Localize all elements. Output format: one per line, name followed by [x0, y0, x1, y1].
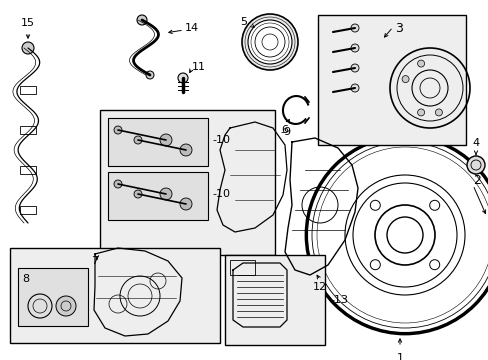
Text: 12: 12	[312, 282, 326, 292]
Bar	[20, 206, 36, 214]
Circle shape	[134, 190, 142, 198]
Text: 2: 2	[472, 174, 480, 186]
Circle shape	[22, 42, 34, 54]
Circle shape	[466, 156, 484, 174]
Text: 4: 4	[471, 138, 479, 148]
Circle shape	[247, 20, 291, 64]
Text: 14: 14	[184, 23, 199, 33]
Text: 7: 7	[91, 256, 99, 266]
Text: -13: -13	[329, 295, 347, 305]
Circle shape	[137, 15, 147, 25]
Circle shape	[350, 24, 358, 32]
Bar	[108, 118, 207, 166]
Circle shape	[417, 60, 424, 67]
Text: 15: 15	[21, 18, 35, 28]
Circle shape	[180, 144, 192, 156]
Bar	[18, 268, 88, 326]
Bar	[108, 172, 207, 220]
Circle shape	[434, 109, 442, 116]
Circle shape	[134, 136, 142, 144]
Circle shape	[114, 126, 122, 134]
Circle shape	[180, 198, 192, 210]
Text: 1: 1	[396, 353, 403, 360]
Circle shape	[417, 109, 424, 116]
Circle shape	[160, 188, 172, 200]
Circle shape	[146, 71, 154, 79]
Bar	[100, 110, 274, 255]
Text: 6: 6	[281, 125, 288, 135]
Text: 5: 5	[240, 17, 246, 27]
Circle shape	[242, 14, 297, 70]
Bar	[10, 248, 220, 343]
Text: -10: -10	[212, 135, 229, 145]
Circle shape	[401, 76, 408, 82]
Text: 11: 11	[192, 62, 205, 72]
Circle shape	[56, 296, 76, 316]
Bar	[20, 86, 36, 94]
Circle shape	[178, 73, 187, 83]
Text: 8: 8	[22, 274, 29, 284]
Circle shape	[350, 64, 358, 72]
Bar	[317, 15, 465, 145]
Circle shape	[350, 84, 358, 92]
Bar	[224, 255, 325, 345]
Text: -9: -9	[280, 127, 290, 137]
Text: 3: 3	[394, 22, 402, 35]
Circle shape	[114, 180, 122, 188]
Text: -10: -10	[212, 189, 229, 199]
Bar	[20, 166, 36, 174]
Bar	[229, 260, 254, 275]
Circle shape	[350, 44, 358, 52]
Circle shape	[160, 134, 172, 146]
Bar	[20, 126, 36, 134]
